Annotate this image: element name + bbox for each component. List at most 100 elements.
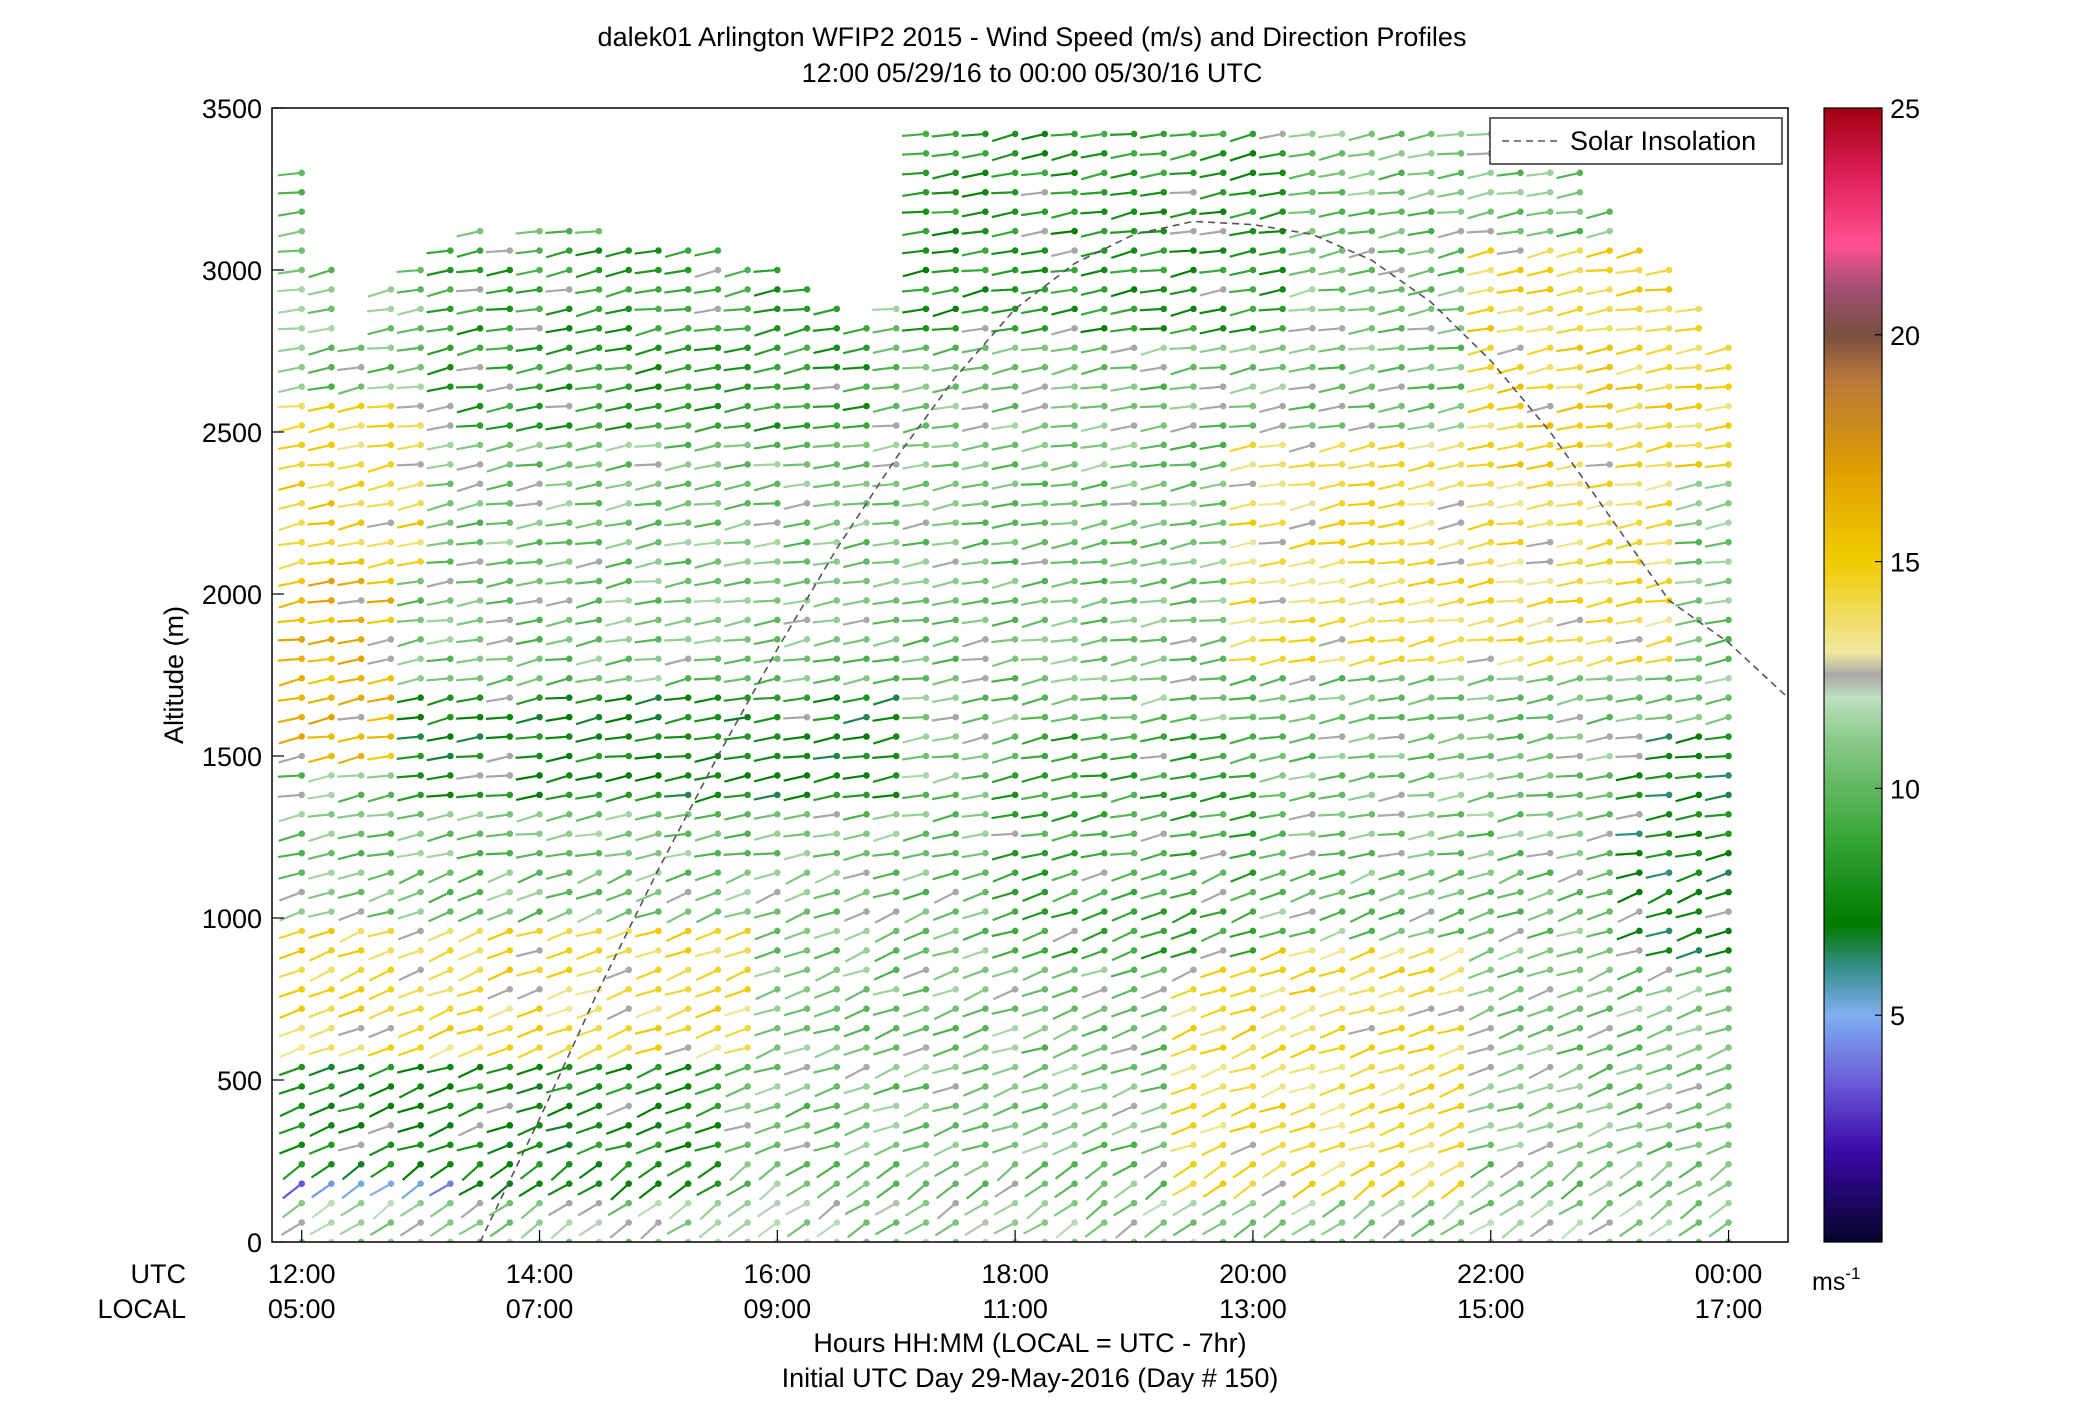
wind-barb-staff <box>874 1027 897 1041</box>
wind-barb-staff <box>1052 1046 1076 1059</box>
wind-barb-staff <box>278 735 303 745</box>
wind-barb-point <box>1546 1024 1554 1032</box>
wind-barb-staff <box>397 638 421 648</box>
wind-barb-staff <box>694 443 719 452</box>
wind-barb-point <box>714 713 722 721</box>
wind-barb-point <box>506 363 514 371</box>
wind-barb-point <box>1457 169 1465 177</box>
wind-barb-staff <box>515 405 540 412</box>
wind-barb-staff <box>1586 891 1610 899</box>
wind-barb-point <box>1101 772 1108 779</box>
wind-barb-staff <box>426 754 451 762</box>
wind-barb-point <box>417 344 424 352</box>
wind-barb-staff <box>664 599 689 604</box>
wind-barb-staff <box>1199 599 1224 603</box>
wind-barb-point <box>833 888 841 896</box>
wind-barb-point <box>298 811 306 818</box>
wind-barb-staff <box>783 832 808 838</box>
wind-barb-point <box>595 247 603 254</box>
wind-barb-staff <box>367 716 392 722</box>
wind-barb-staff <box>872 327 897 334</box>
wind-barb-point <box>803 811 811 818</box>
wind-barb-point <box>447 636 454 643</box>
wind-barb-staff <box>604 638 629 644</box>
wind-barb-point <box>1546 694 1554 701</box>
wind-barb-staff <box>1488 1241 1491 1242</box>
wind-barb-point <box>892 538 900 546</box>
wind-barb-staff <box>605 541 629 550</box>
wind-barb-staff <box>901 677 927 681</box>
wind-barb-point <box>328 1180 335 1187</box>
wind-barb-point <box>1427 188 1435 196</box>
wind-barb-point <box>1606 519 1613 527</box>
wind-barb-staff <box>1377 210 1402 216</box>
wind-barb-point <box>1636 1160 1643 1168</box>
wind-barb-point <box>1041 655 1049 663</box>
wind-barb-staff <box>545 813 570 823</box>
wind-barb-staff <box>1199 230 1224 236</box>
wind-barb-point <box>625 344 633 352</box>
wind-barb-point <box>655 558 662 565</box>
wind-barb-staff <box>545 852 570 858</box>
wind-barb-point <box>1457 208 1465 215</box>
wind-barb-staff <box>634 288 659 295</box>
wind-barb-staff <box>605 813 629 821</box>
wind-barb-staff <box>812 327 837 332</box>
wind-barb-point <box>1011 869 1019 876</box>
wind-barb-staff <box>1169 638 1194 646</box>
wind-barb-point <box>863 869 870 876</box>
wind-barb-point <box>417 519 424 527</box>
wind-barb-point <box>1101 752 1108 760</box>
wind-barb-point <box>1041 130 1049 138</box>
wind-barb-point <box>1398 1083 1405 1090</box>
wind-barb-staff <box>308 716 332 726</box>
wind-barb-staff <box>1132 1241 1135 1242</box>
wind-barb-staff <box>1377 754 1402 759</box>
wind-barb-point <box>417 441 424 449</box>
wind-barb-staff <box>1080 152 1105 159</box>
wind-barb-staff <box>605 560 629 569</box>
wind-barb-point <box>1487 713 1495 721</box>
wind-barb-point <box>357 927 365 935</box>
wind-barb-staff <box>456 832 481 841</box>
wind-barb-point <box>833 694 841 701</box>
wind-barb-point <box>328 869 335 876</box>
wind-barb-staff <box>1442 1202 1462 1220</box>
wind-barb-staff <box>1170 1007 1194 1019</box>
wind-barb-point <box>1338 577 1346 585</box>
wind-barb-point <box>1517 441 1524 449</box>
wind-barb-point <box>1427 1044 1435 1051</box>
wind-barb-point <box>298 985 306 993</box>
wind-barb-staff <box>397 988 422 999</box>
wind-barb-staff <box>638 1163 660 1179</box>
wind-barb-staff <box>1199 424 1224 429</box>
wind-barb-staff <box>1169 249 1194 253</box>
wind-barb-staff <box>961 657 986 662</box>
wind-barb-staff <box>1378 171 1402 181</box>
wind-barb-staff <box>456 502 481 512</box>
wind-barb-point <box>982 227 989 235</box>
wind-barb-staff <box>1199 171 1224 179</box>
wind-barb-point <box>1427 1102 1435 1110</box>
wind-barb-point <box>387 1083 395 1090</box>
wind-barb-staff <box>1080 968 1105 978</box>
wind-barb-staff <box>337 774 362 778</box>
wind-barb-staff <box>1408 1066 1432 1077</box>
wind-barb-point <box>1249 266 1257 274</box>
wind-barb-staff <box>724 891 748 902</box>
wind-barb-point <box>1011 344 1019 352</box>
wind-barb-point <box>833 849 841 857</box>
wind-barb-point <box>744 1102 751 1110</box>
wind-barb-point <box>1309 674 1316 682</box>
wind-barb-staff <box>1585 638 1610 645</box>
wind-barb-staff <box>1199 132 1224 138</box>
wind-barb-point <box>1249 1083 1257 1090</box>
wind-barb-point <box>744 616 751 624</box>
wind-barb-point <box>684 305 692 313</box>
wind-barb-staff <box>783 813 808 821</box>
wind-barb-point <box>298 713 306 721</box>
wind-barb-point <box>982 519 989 527</box>
wind-barb-point <box>476 266 484 274</box>
wind-barb-point <box>1041 985 1049 993</box>
wind-barb-staff <box>576 1085 600 1097</box>
